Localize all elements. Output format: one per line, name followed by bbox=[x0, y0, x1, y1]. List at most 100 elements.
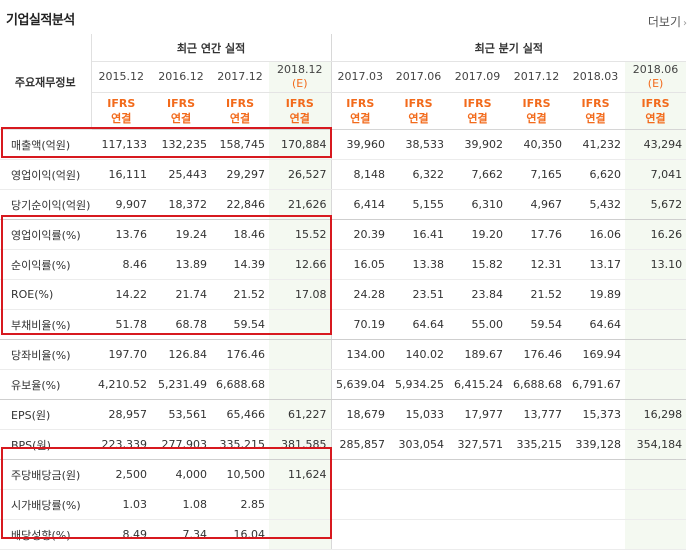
table-cell: 26,527 bbox=[269, 159, 332, 190]
table-cell: 19.20 bbox=[448, 219, 508, 250]
table-cell bbox=[566, 489, 626, 520]
table-row: 매출액(억원) 117,133 132,235 158,745 170,884 39,96… bbox=[0, 129, 687, 160]
basis-header: IFRS 연결 bbox=[211, 92, 269, 130]
table-cell: 6,620 bbox=[566, 159, 626, 190]
table-cell: 21.52 bbox=[211, 279, 269, 310]
basis-consolidated: 연결 bbox=[111, 112, 132, 125]
table-cell: 158,745 bbox=[211, 129, 269, 160]
table-cell: 1.03 bbox=[91, 489, 151, 520]
period-header: 2017.12 bbox=[211, 61, 269, 93]
table-cell: 24.28 bbox=[330, 279, 390, 310]
table-cell bbox=[625, 369, 687, 400]
table-cell: 40,350 bbox=[507, 129, 567, 160]
table-cell bbox=[507, 489, 567, 520]
period-header: 2017.09 bbox=[448, 61, 508, 93]
table-cell: 15,373 bbox=[566, 399, 626, 430]
table-cell: 64.64 bbox=[566, 309, 626, 340]
basis-header: IFRS 연결 bbox=[625, 92, 687, 130]
basis-header: IFRS 연결 bbox=[269, 92, 332, 130]
table-cell: 61,227 bbox=[269, 399, 332, 430]
table-cell bbox=[625, 519, 687, 550]
basis-consolidated: 연결 bbox=[645, 112, 666, 125]
period-label: 2018.06 bbox=[632, 63, 679, 76]
period-label: 2017.06 bbox=[395, 70, 442, 83]
table-cell: 140.02 bbox=[389, 339, 449, 370]
period-header: 2018.03 bbox=[566, 61, 626, 93]
basis-consolidated: 연결 bbox=[467, 112, 488, 125]
table-cell: 5,432 bbox=[566, 189, 626, 220]
table-cell: 5,672 bbox=[625, 189, 687, 220]
table-cell bbox=[269, 369, 332, 400]
table-cell: 7,662 bbox=[448, 159, 508, 190]
table-cell bbox=[269, 519, 332, 550]
table-cell: 4,967 bbox=[507, 189, 567, 220]
table-cell bbox=[269, 339, 332, 370]
row-label: 순이익률(%) bbox=[0, 249, 91, 280]
table-cell: 17.08 bbox=[269, 279, 332, 310]
period-header: 2018.06 (E) bbox=[625, 61, 687, 93]
table-row: EPS(원) 28,957 53,561 65,466 61,227 18,679 15,0… bbox=[0, 399, 687, 430]
table-cell: 7,041 bbox=[625, 159, 687, 190]
period-label: 2017.03 bbox=[337, 70, 384, 83]
table-cell bbox=[389, 519, 449, 550]
period-label: 2018.03 bbox=[572, 70, 619, 83]
table-row: 배당성향(%) 8.49 7.34 16.04 bbox=[0, 519, 687, 550]
table-cell: 6,688.68 bbox=[507, 369, 567, 400]
period-header: 2017.12 bbox=[507, 61, 567, 93]
table-cell: 303,054 bbox=[389, 429, 449, 460]
table-cell: 39,902 bbox=[448, 129, 508, 160]
table-cell: 53,561 bbox=[151, 399, 211, 430]
table-cell: 6,688.68 bbox=[211, 369, 269, 400]
table-cell: 2,500 bbox=[91, 459, 151, 490]
table-cell: 15,033 bbox=[389, 399, 449, 430]
more-link[interactable]: 더보기 › bbox=[648, 13, 687, 30]
table-cell: 13.17 bbox=[566, 249, 626, 280]
table-cell: 18,679 bbox=[330, 399, 390, 430]
table-cell bbox=[389, 489, 449, 520]
table-cell: 5,155 bbox=[389, 189, 449, 220]
table-cell: 39,960 bbox=[330, 129, 390, 160]
table-cell: 189.67 bbox=[448, 339, 508, 370]
table-row: 유보율(%) 4,210.52 5,231.49 6,688.68 5,639.04 5,… bbox=[0, 369, 687, 400]
table-cell: 176.46 bbox=[211, 339, 269, 370]
quarter-group-header: 최근 분기 실적 bbox=[330, 34, 687, 62]
more-label: 더보기 bbox=[647, 15, 681, 29]
basis-ifrs: IFRS bbox=[641, 97, 670, 110]
table-cell: 19.89 bbox=[566, 279, 626, 310]
table-cell: 59.54 bbox=[211, 309, 269, 340]
table-cell: 13.89 bbox=[151, 249, 211, 280]
table-cell: 6,415.24 bbox=[448, 369, 508, 400]
table-cell: 15.52 bbox=[269, 219, 332, 250]
table-cell: 9,907 bbox=[91, 189, 151, 220]
basis-header: IFRS 연결 bbox=[448, 92, 508, 130]
basis-ifrs: IFRS bbox=[522, 97, 551, 110]
table-cell bbox=[625, 309, 687, 340]
basis-ifrs: IFRS bbox=[463, 97, 492, 110]
period-label: 2015.12 bbox=[98, 70, 145, 83]
table-cell: 65,466 bbox=[211, 399, 269, 430]
table-cell: 23.84 bbox=[448, 279, 508, 310]
table-cell: 13.76 bbox=[91, 219, 151, 250]
table-cell: 16.05 bbox=[330, 249, 390, 280]
table-cell: 55.00 bbox=[448, 309, 508, 340]
table-cell: 1.08 bbox=[151, 489, 211, 520]
chevron-right-icon: › bbox=[683, 18, 687, 29]
row-label: 당좌비율(%) bbox=[0, 339, 91, 370]
table-body: 매출액(억원) 117,133 132,235 158,745 170,884 39,96… bbox=[0, 129, 687, 550]
table-cell bbox=[330, 459, 390, 490]
annual-group-header: 최근 연간 실적 bbox=[91, 34, 332, 62]
row-label: 부채비율(%) bbox=[0, 309, 91, 340]
table-cell: 6,414 bbox=[330, 189, 390, 220]
table-cell: 169.94 bbox=[566, 339, 626, 370]
table-cell: 23.51 bbox=[389, 279, 449, 310]
table-cell: 13.38 bbox=[389, 249, 449, 280]
basis-consolidated: 연결 bbox=[229, 112, 251, 125]
table-cell: 7,165 bbox=[507, 159, 567, 190]
basis-ifrs: IFRS bbox=[285, 97, 314, 110]
basis-ifrs: IFRS bbox=[581, 97, 610, 110]
group-header-row: 주요재무정보 최근 연간 실적 최근 분기 실적 bbox=[0, 34, 687, 130]
table-cell: 335,215 bbox=[507, 429, 567, 460]
table-row: 당기순이익(억원) 9,907 18,372 22,846 21,626 6,414 5,1… bbox=[0, 189, 687, 220]
basis-consolidated: 연결 bbox=[526, 112, 547, 125]
table-cell: 28,957 bbox=[91, 399, 151, 430]
